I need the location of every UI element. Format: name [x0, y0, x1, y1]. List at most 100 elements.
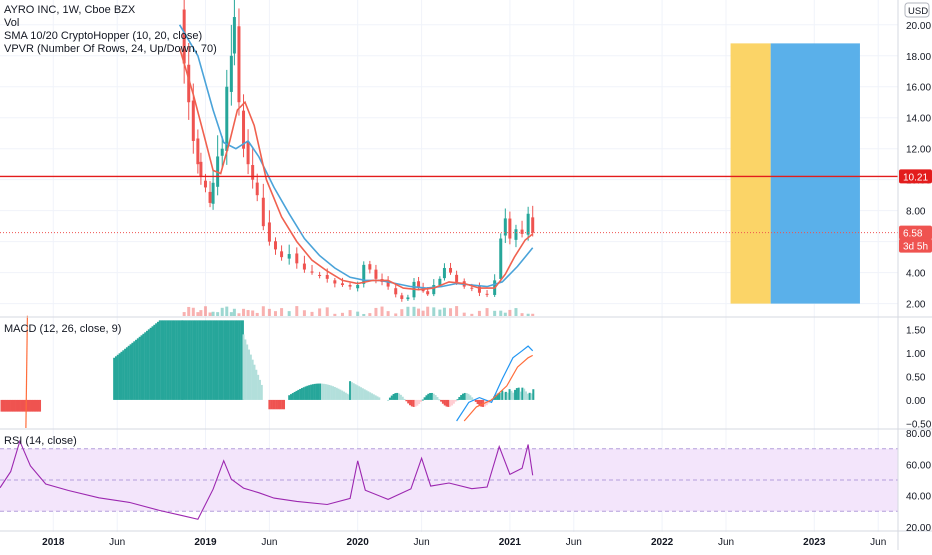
macd-histogram-bar	[521, 387, 524, 400]
macd-histogram-bar	[421, 399, 424, 401]
volume-bar	[280, 308, 284, 316]
macd-histogram-bar	[322, 383, 325, 400]
candle-body	[386, 281, 390, 287]
macd-histogram-bar	[425, 395, 428, 400]
macd-histogram-bar	[22, 399, 25, 412]
macd-histogram-bar	[219, 320, 222, 400]
macd-histogram-bar	[196, 320, 199, 400]
macd-histogram-bar	[299, 388, 302, 400]
volume-bar	[242, 308, 246, 316]
macd-histogram-bar	[17, 399, 20, 412]
volume-legend[interactable]: Vol	[4, 17, 20, 29]
macd-histogram-bar	[528, 392, 531, 400]
candle-body	[485, 293, 489, 295]
time-axis-tick-label: 2022	[651, 537, 674, 548]
macd-histogram-bar	[463, 392, 466, 400]
macd-histogram-bar	[369, 392, 372, 400]
volume-bar	[470, 313, 474, 316]
time-axis-tick-label: Jun	[718, 537, 734, 548]
macd-histogram-bar	[326, 384, 329, 400]
macd-histogram-bar	[178, 320, 181, 400]
macd-histogram-bar	[27, 399, 30, 412]
macd-histogram-bar	[114, 356, 117, 400]
macd-histogram-bar	[409, 399, 412, 406]
macd-histogram-bar	[166, 320, 169, 400]
volume-bar	[287, 311, 291, 316]
macd-histogram-bar	[35, 399, 38, 412]
sma-legend[interactable]: SMA 10/20 CryptoHopper (10, 20, close)	[4, 30, 203, 42]
macd-histogram-bar	[225, 320, 228, 400]
candle-body	[251, 165, 255, 180]
candle-body	[232, 17, 236, 54]
candle-body	[287, 254, 291, 259]
macd-histogram-bar	[20, 399, 23, 412]
macd-histogram-bar	[354, 384, 357, 400]
macd-histogram-bar	[242, 334, 245, 400]
macd-histogram-bar	[474, 399, 477, 402]
macd-histogram-bar	[342, 391, 345, 400]
macd-histogram-bar	[3, 399, 6, 412]
candle-body	[426, 291, 430, 295]
rsi-legend[interactable]: RSI (14, close)	[4, 435, 77, 447]
macd-histogram-bar	[456, 399, 459, 401]
rsi-axis-tick-label: 80.00	[906, 429, 931, 440]
macd-histogram-bar	[28, 399, 31, 412]
candle-body	[470, 287, 474, 289]
macd-histogram-bar	[403, 398, 406, 400]
macd-histogram-bar	[363, 389, 366, 400]
macd-histogram-bar	[253, 364, 256, 400]
symbol-title[interactable]: AYRO INC, 1W, Cboe BZX	[4, 4, 136, 16]
price-axis-tick-label: 4.00	[906, 269, 926, 280]
volume-bar	[426, 306, 430, 316]
volume-bar	[273, 311, 277, 316]
macd-histogram-bar	[451, 399, 454, 406]
candle-body	[255, 182, 259, 196]
volume-bar	[246, 310, 250, 316]
candle-body	[280, 251, 284, 258]
macd-histogram-bar	[501, 390, 504, 400]
macd-histogram-bar	[514, 389, 517, 400]
macd-histogram-bar	[414, 399, 417, 407]
candle-body	[242, 110, 246, 149]
candle-body	[417, 281, 421, 289]
time-axis-tick-label: 2018	[42, 537, 65, 548]
macd-histogram-bar	[430, 392, 433, 400]
macd-histogram-bar	[37, 399, 40, 412]
volume-bar	[208, 312, 212, 316]
macd-histogram-bar	[291, 393, 294, 400]
volume-bar	[348, 310, 352, 316]
macd-histogram-bar	[458, 396, 461, 400]
macd-histogram-bar	[407, 399, 410, 404]
macd-histogram-bar	[339, 389, 342, 400]
macd-histogram-bar	[127, 345, 130, 400]
macd-histogram-bar	[183, 320, 186, 400]
macd-axis-tick-label: 0.00	[906, 396, 926, 407]
macd-histogram-bar	[122, 350, 125, 400]
macd-histogram-bar	[210, 320, 213, 400]
macd-histogram-bar	[315, 383, 318, 400]
vpvr-legend[interactable]: VPVR (Number Of Rows, 24, Up/Down, 70)	[4, 43, 217, 55]
macd-histogram-bar	[447, 399, 450, 407]
volume-bar	[417, 308, 421, 316]
macd-histogram-bar	[129, 344, 132, 400]
time-axis-tick-label: 2019	[194, 537, 217, 548]
macd-histogram-bar	[361, 388, 364, 400]
macd-histogram-bar	[151, 326, 154, 400]
macd-histogram-bar	[306, 385, 309, 400]
candle-body	[520, 229, 524, 234]
time-axis-tick-label: Jun	[870, 537, 886, 548]
macd-histogram-bar	[434, 395, 437, 400]
candle-body	[182, 9, 186, 64]
macd-histogram-bar	[162, 320, 165, 400]
volume-bar	[295, 306, 299, 316]
macd-histogram-bar	[436, 397, 439, 400]
macd-histogram-bar	[164, 320, 167, 400]
macd-line	[456, 345, 534, 422]
macd-legend[interactable]: MACD (12, 26, close, 9)	[4, 323, 122, 335]
macd-histogram-bar	[227, 320, 230, 400]
last-price-badge-bg	[899, 225, 932, 240]
time-axis-tick-label: 2020	[347, 537, 370, 548]
candle-body	[325, 274, 329, 279]
